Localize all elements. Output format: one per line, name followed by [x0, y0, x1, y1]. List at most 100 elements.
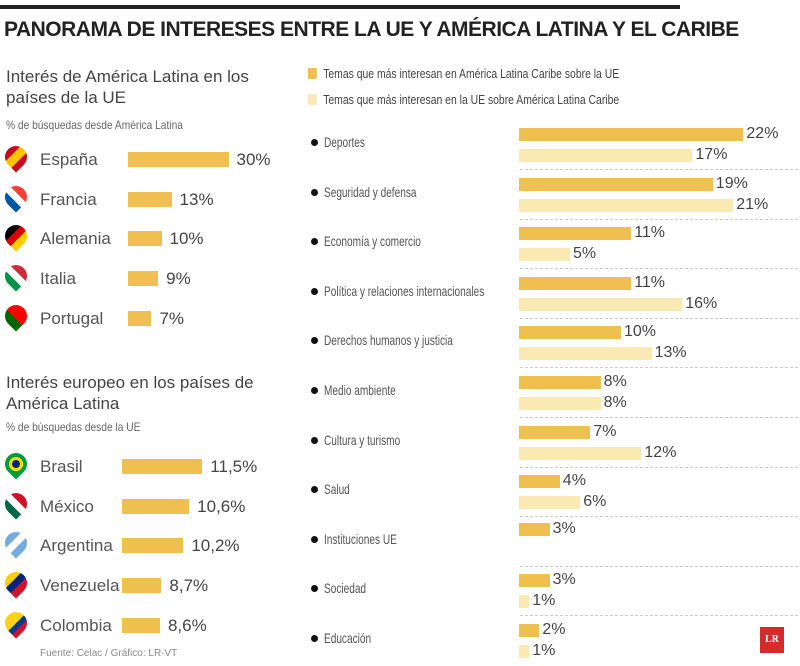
topic-label: Medio ambiente: [324, 382, 396, 398]
divider: [520, 565, 798, 567]
topic-row: Seguridad y defensa 19% 21%: [308, 170, 798, 220]
topic-row: Cultura y turismo 7% 12%: [308, 418, 798, 468]
value-label: 10%: [169, 229, 204, 249]
legend-label: Temas que más interesan en América Latin…: [323, 66, 620, 81]
topic-label: Economía y comercio: [324, 233, 421, 250]
country-row: Alemania 10%: [0, 220, 290, 255]
topic-label: Política y relaciones internacionales: [324, 282, 485, 299]
topic-label: Salud: [324, 481, 350, 498]
flag-pin-icon: [0, 488, 32, 520]
bar-ue: [519, 297, 683, 311]
bar-latam: [519, 276, 632, 290]
value-label: 10,2%: [191, 536, 240, 556]
flag-pin-icon: [0, 448, 32, 480]
country-row: Venezuela 8,7%: [0, 567, 290, 602]
country-row: Brasil 11,5%: [0, 448, 290, 483]
value-label: 7%: [159, 308, 185, 328]
bar-latam: [519, 227, 632, 241]
flag-pin-icon: [0, 141, 32, 173]
bullet-icon: [311, 585, 318, 593]
divider: [520, 268, 798, 270]
bar-latam: [519, 624, 540, 637]
country-name: Portugal: [40, 308, 104, 328]
country-name: España: [40, 150, 98, 169]
value-label: 11%: [634, 224, 666, 242]
bar: [128, 310, 152, 326]
flag-pin-icon: [0, 607, 32, 639]
topic-row: Medio ambiente 8% 8%: [308, 368, 798, 418]
bullet-icon: [311, 486, 318, 494]
value-label: 3%: [552, 519, 576, 537]
bar: [122, 538, 184, 554]
value-label: 3%: [552, 571, 576, 589]
divider: [520, 466, 798, 468]
country-name: Argentina: [40, 536, 113, 556]
topic-row: Economía y comercio 11% 5%: [308, 219, 798, 270]
bar: [128, 191, 172, 207]
bullet-icon: [311, 535, 318, 543]
value-label: 17%: [695, 146, 728, 163]
bar-latam: [519, 425, 591, 439]
value-label: 16%: [685, 294, 718, 312]
country-row: México 10,6%: [0, 488, 290, 523]
bar-latam: [519, 574, 550, 588]
country-name: Alemania: [40, 229, 111, 249]
section-subtitle-ue: % de búsquedas desde América Latina: [6, 118, 183, 132]
topic-label: Sociedad: [324, 580, 367, 597]
country-row: España 30%: [0, 141, 290, 176]
value-label: 8%: [603, 394, 627, 411]
bar: [122, 617, 160, 633]
bar: [128, 271, 159, 287]
value-label: 10,6%: [197, 496, 246, 516]
value-label: 22%: [746, 125, 779, 142]
bullet-icon: [311, 635, 318, 642]
bar-ue: [519, 248, 570, 262]
flag-pin-icon: [0, 300, 32, 332]
value-label: 1%: [532, 642, 556, 659]
topic-label: Seguridad y defensa: [324, 183, 417, 200]
bar: [128, 152, 229, 167]
legend-dark: Temas que más interesan en América Latin…: [308, 66, 619, 81]
top-rule: [0, 5, 680, 9]
bar-ue: [519, 645, 530, 658]
value-label: 2%: [542, 621, 566, 638]
topic-row: Instituciones UE 3%: [308, 517, 798, 567]
flag-pin-icon: [0, 181, 32, 213]
value-label: 19%: [715, 174, 748, 192]
bar: [122, 459, 203, 474]
value-label: 9%: [166, 269, 191, 289]
topic-row: Deportes 22% 17%: [308, 120, 798, 170]
value-label: 5%: [573, 245, 597, 263]
value-label: 6%: [583, 493, 607, 511]
topic-row: Derechos humanos y justicia 10% 13%: [308, 318, 798, 369]
bar-latam: [519, 522, 550, 536]
country-row: Portugal 7%: [0, 300, 290, 335]
source-note: Fuente: Celac / Gráfico: LR-VT: [40, 648, 178, 659]
bullet-icon: [311, 387, 318, 394]
bar-ue: [519, 347, 652, 361]
value-label: 30%: [236, 150, 271, 169]
value-label: 7%: [593, 422, 617, 440]
country-row: Italia 9%: [0, 260, 290, 295]
country-row: Colombia 8,6%: [0, 607, 290, 642]
value-label: 1%: [532, 592, 556, 610]
legend-swatch: [308, 94, 317, 105]
bar: [122, 578, 162, 594]
bullet-icon: [311, 287, 318, 295]
topic-label: Derechos humanos y justicia: [324, 332, 453, 349]
topic-row: Salud 4% 6%: [308, 467, 798, 518]
flag-pin-icon: [0, 567, 32, 599]
country-name: Venezuela: [40, 576, 120, 596]
bar-latam: [519, 376, 601, 389]
country-name: Brasil: [40, 457, 83, 476]
bar-latam: [519, 326, 621, 340]
legend-swatch: [308, 68, 317, 79]
country-row: Francia 13%: [0, 181, 290, 216]
topic-label: Deportes: [324, 134, 365, 150]
value-label: 13%: [654, 344, 687, 362]
value-label: 10%: [624, 323, 657, 341]
legend-light: Temas que más interesan en la UE sobre A…: [308, 92, 619, 107]
value-label: 8%: [603, 373, 627, 390]
value-label: 8,7%: [169, 576, 209, 596]
